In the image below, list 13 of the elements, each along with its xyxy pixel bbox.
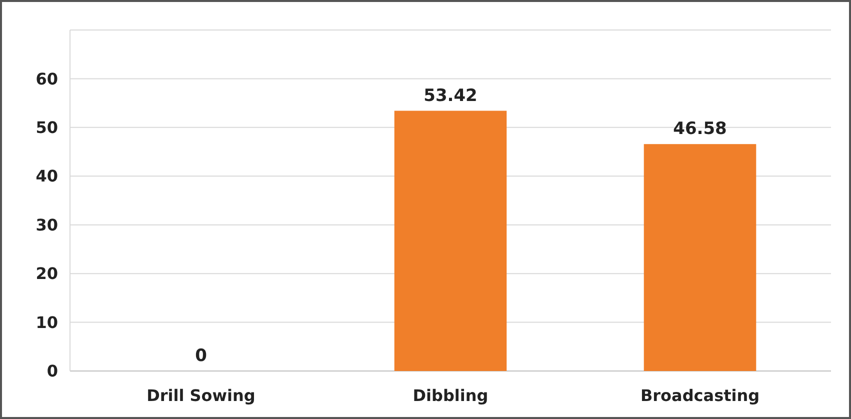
y-tick-label: 0 bbox=[46, 362, 58, 381]
y-tick-label: 10 bbox=[36, 312, 58, 332]
data-label: 46.58 bbox=[673, 119, 727, 140]
x-tick-label: Broadcasting bbox=[640, 386, 760, 405]
y-tick-label: 20 bbox=[36, 264, 58, 284]
x-tick-label: Dibbling bbox=[412, 386, 488, 405]
y-tick-label: 40 bbox=[36, 166, 58, 186]
y-tick-label: 30 bbox=[36, 215, 58, 234]
data-label: 0 bbox=[195, 346, 208, 366]
data-label: 53.42 bbox=[424, 86, 478, 106]
y-tick-label: 60 bbox=[36, 69, 58, 88]
y-tick-label: 50 bbox=[36, 118, 58, 138]
x-tick-label: Drill Sowing bbox=[146, 386, 256, 405]
